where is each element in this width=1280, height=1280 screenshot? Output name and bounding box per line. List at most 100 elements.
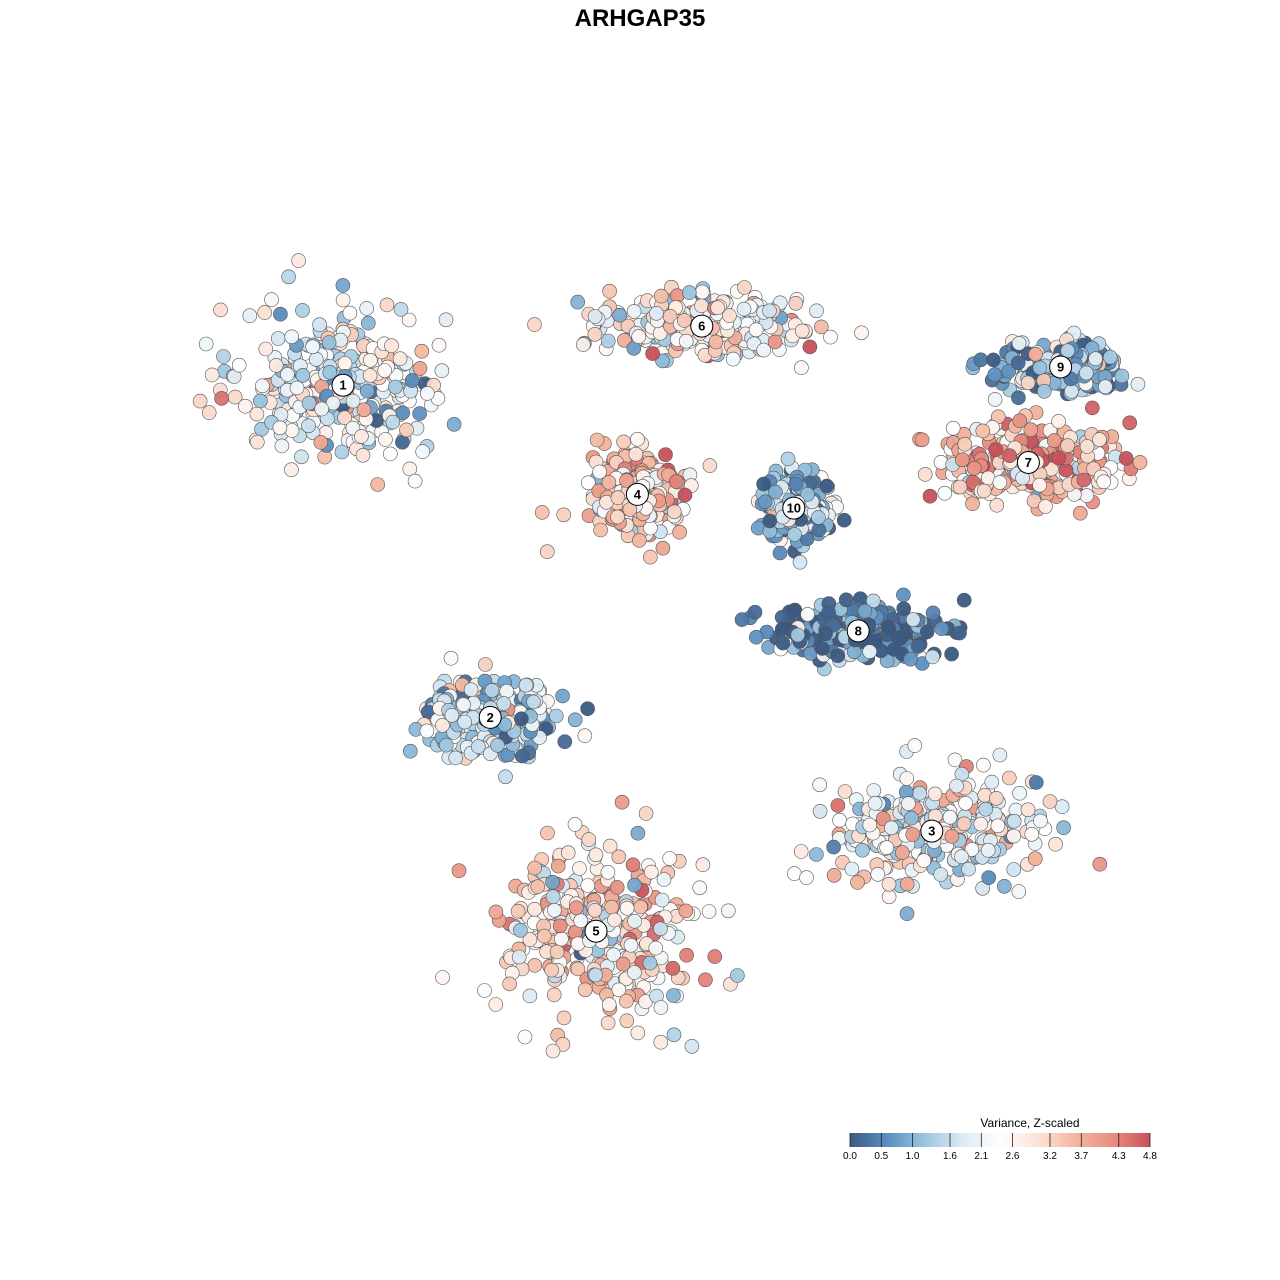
cell-point	[992, 475, 1008, 490]
cell-point	[957, 436, 973, 452]
cell-point	[701, 904, 717, 919]
cell-point	[412, 361, 428, 376]
cell-point	[322, 364, 338, 380]
cell-point	[626, 304, 642, 319]
cell-point	[294, 449, 309, 465]
cell-point	[649, 305, 664, 321]
cell-point	[1001, 364, 1017, 379]
cell-point	[654, 892, 670, 908]
cell-point	[1032, 477, 1047, 493]
cell-point	[812, 777, 828, 793]
cell-point	[894, 845, 910, 860]
cell-point	[530, 879, 546, 895]
cell-point	[280, 367, 295, 382]
cell-point	[984, 774, 1000, 790]
cell-point	[438, 312, 454, 328]
cell-point	[747, 604, 763, 620]
cluster-label-badge	[478, 705, 502, 729]
cell-point	[438, 737, 454, 753]
cell-point	[1051, 414, 1066, 429]
cell-point	[811, 522, 827, 538]
cell-point	[545, 889, 561, 905]
cell-point	[907, 738, 923, 753]
cell-point	[681, 285, 697, 300]
cell-point	[916, 853, 932, 868]
cell-point	[799, 870, 814, 885]
cell-point	[545, 874, 560, 890]
cell-point	[399, 422, 414, 438]
cell-point	[617, 332, 632, 348]
cell-point	[976, 483, 992, 499]
cell-point	[607, 912, 622, 928]
cell-point	[857, 603, 873, 619]
cell-point	[284, 423, 300, 438]
cell-point	[678, 333, 694, 349]
legend-tick-label: 1.0	[906, 1151, 920, 1162]
cell-point	[412, 406, 427, 421]
cell-point	[710, 300, 725, 316]
cell-point	[1006, 813, 1022, 829]
cell-point	[1130, 376, 1146, 392]
cell-point	[557, 734, 573, 750]
cell-point	[947, 752, 963, 768]
cell-point	[653, 1034, 669, 1050]
cell-point	[477, 983, 492, 998]
cell-point	[321, 335, 337, 350]
cell-point	[881, 889, 897, 905]
cell-point	[313, 435, 329, 450]
cell-point	[722, 308, 737, 323]
cell-point	[1048, 836, 1063, 852]
cell-point	[1118, 451, 1134, 466]
legend-colorbar	[850, 1133, 1150, 1147]
cluster-label-text: 5	[592, 924, 599, 939]
cell-point	[786, 603, 801, 619]
cell-point	[854, 325, 869, 341]
cell-point	[600, 1015, 616, 1031]
cell-point	[814, 641, 830, 656]
cell-point	[1006, 828, 1022, 844]
cell-point	[345, 393, 361, 409]
cluster-label-6: 6	[690, 314, 714, 338]
cell-point	[942, 809, 958, 825]
cell-point	[684, 1039, 700, 1054]
cell-point	[618, 993, 634, 1009]
cell-point	[415, 444, 431, 459]
cell-point	[944, 829, 960, 844]
cell-point	[419, 723, 435, 739]
cluster-label-text: 6	[698, 319, 705, 334]
cell-point	[378, 432, 393, 447]
cell-point	[1064, 383, 1079, 399]
cell-point	[625, 857, 641, 873]
cell-point	[809, 303, 824, 319]
cell-point	[544, 962, 559, 978]
cell-point	[573, 913, 589, 929]
legend-tick-label: 1.6	[943, 1151, 957, 1162]
cell-point	[1024, 826, 1040, 842]
cell-point	[270, 331, 286, 346]
cluster-label-3: 3	[920, 819, 944, 843]
cell-point	[556, 507, 572, 523]
cell-point	[490, 737, 505, 753]
cluster-label-badge	[584, 919, 608, 943]
cell-point	[610, 490, 626, 506]
cell-point	[619, 900, 635, 916]
cell-point	[255, 378, 270, 394]
cell-point	[628, 446, 644, 462]
legend-tick-label: 2.6	[1006, 1151, 1020, 1162]
cell-point	[1060, 343, 1075, 359]
cluster-label-text: 8	[855, 623, 862, 638]
cell-point	[707, 949, 723, 964]
cell-point	[917, 467, 933, 482]
cell-point	[518, 677, 534, 693]
cell-point	[819, 478, 835, 494]
cell-point	[1058, 462, 1074, 478]
cell-point	[581, 832, 597, 847]
cell-point	[823, 329, 838, 345]
cell-point	[627, 877, 642, 893]
cell-point	[730, 968, 745, 983]
cell-point	[549, 944, 565, 960]
cell-point	[996, 878, 1012, 894]
cell-point	[284, 329, 300, 345]
cell-point	[1076, 472, 1092, 488]
cell-point	[914, 432, 930, 448]
